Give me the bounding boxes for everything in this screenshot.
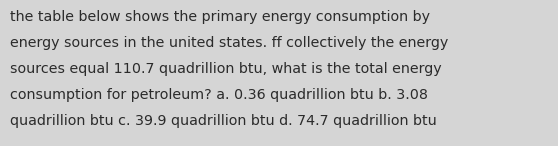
Text: energy sources in the united states. ff collectively the energy: energy sources in the united states. ff … <box>10 36 448 50</box>
Text: quadrillion btu c. 39.9 quadrillion btu d. 74.7 quadrillion btu: quadrillion btu c. 39.9 quadrillion btu … <box>10 114 437 128</box>
Text: consumption for petroleum? a. 0.36 quadrillion btu b. 3.08: consumption for petroleum? a. 0.36 quadr… <box>10 88 428 102</box>
Text: sources equal 110.7 quadrillion btu, what is the total energy: sources equal 110.7 quadrillion btu, wha… <box>10 62 442 76</box>
Text: the table below shows the primary energy consumption by: the table below shows the primary energy… <box>10 10 430 24</box>
